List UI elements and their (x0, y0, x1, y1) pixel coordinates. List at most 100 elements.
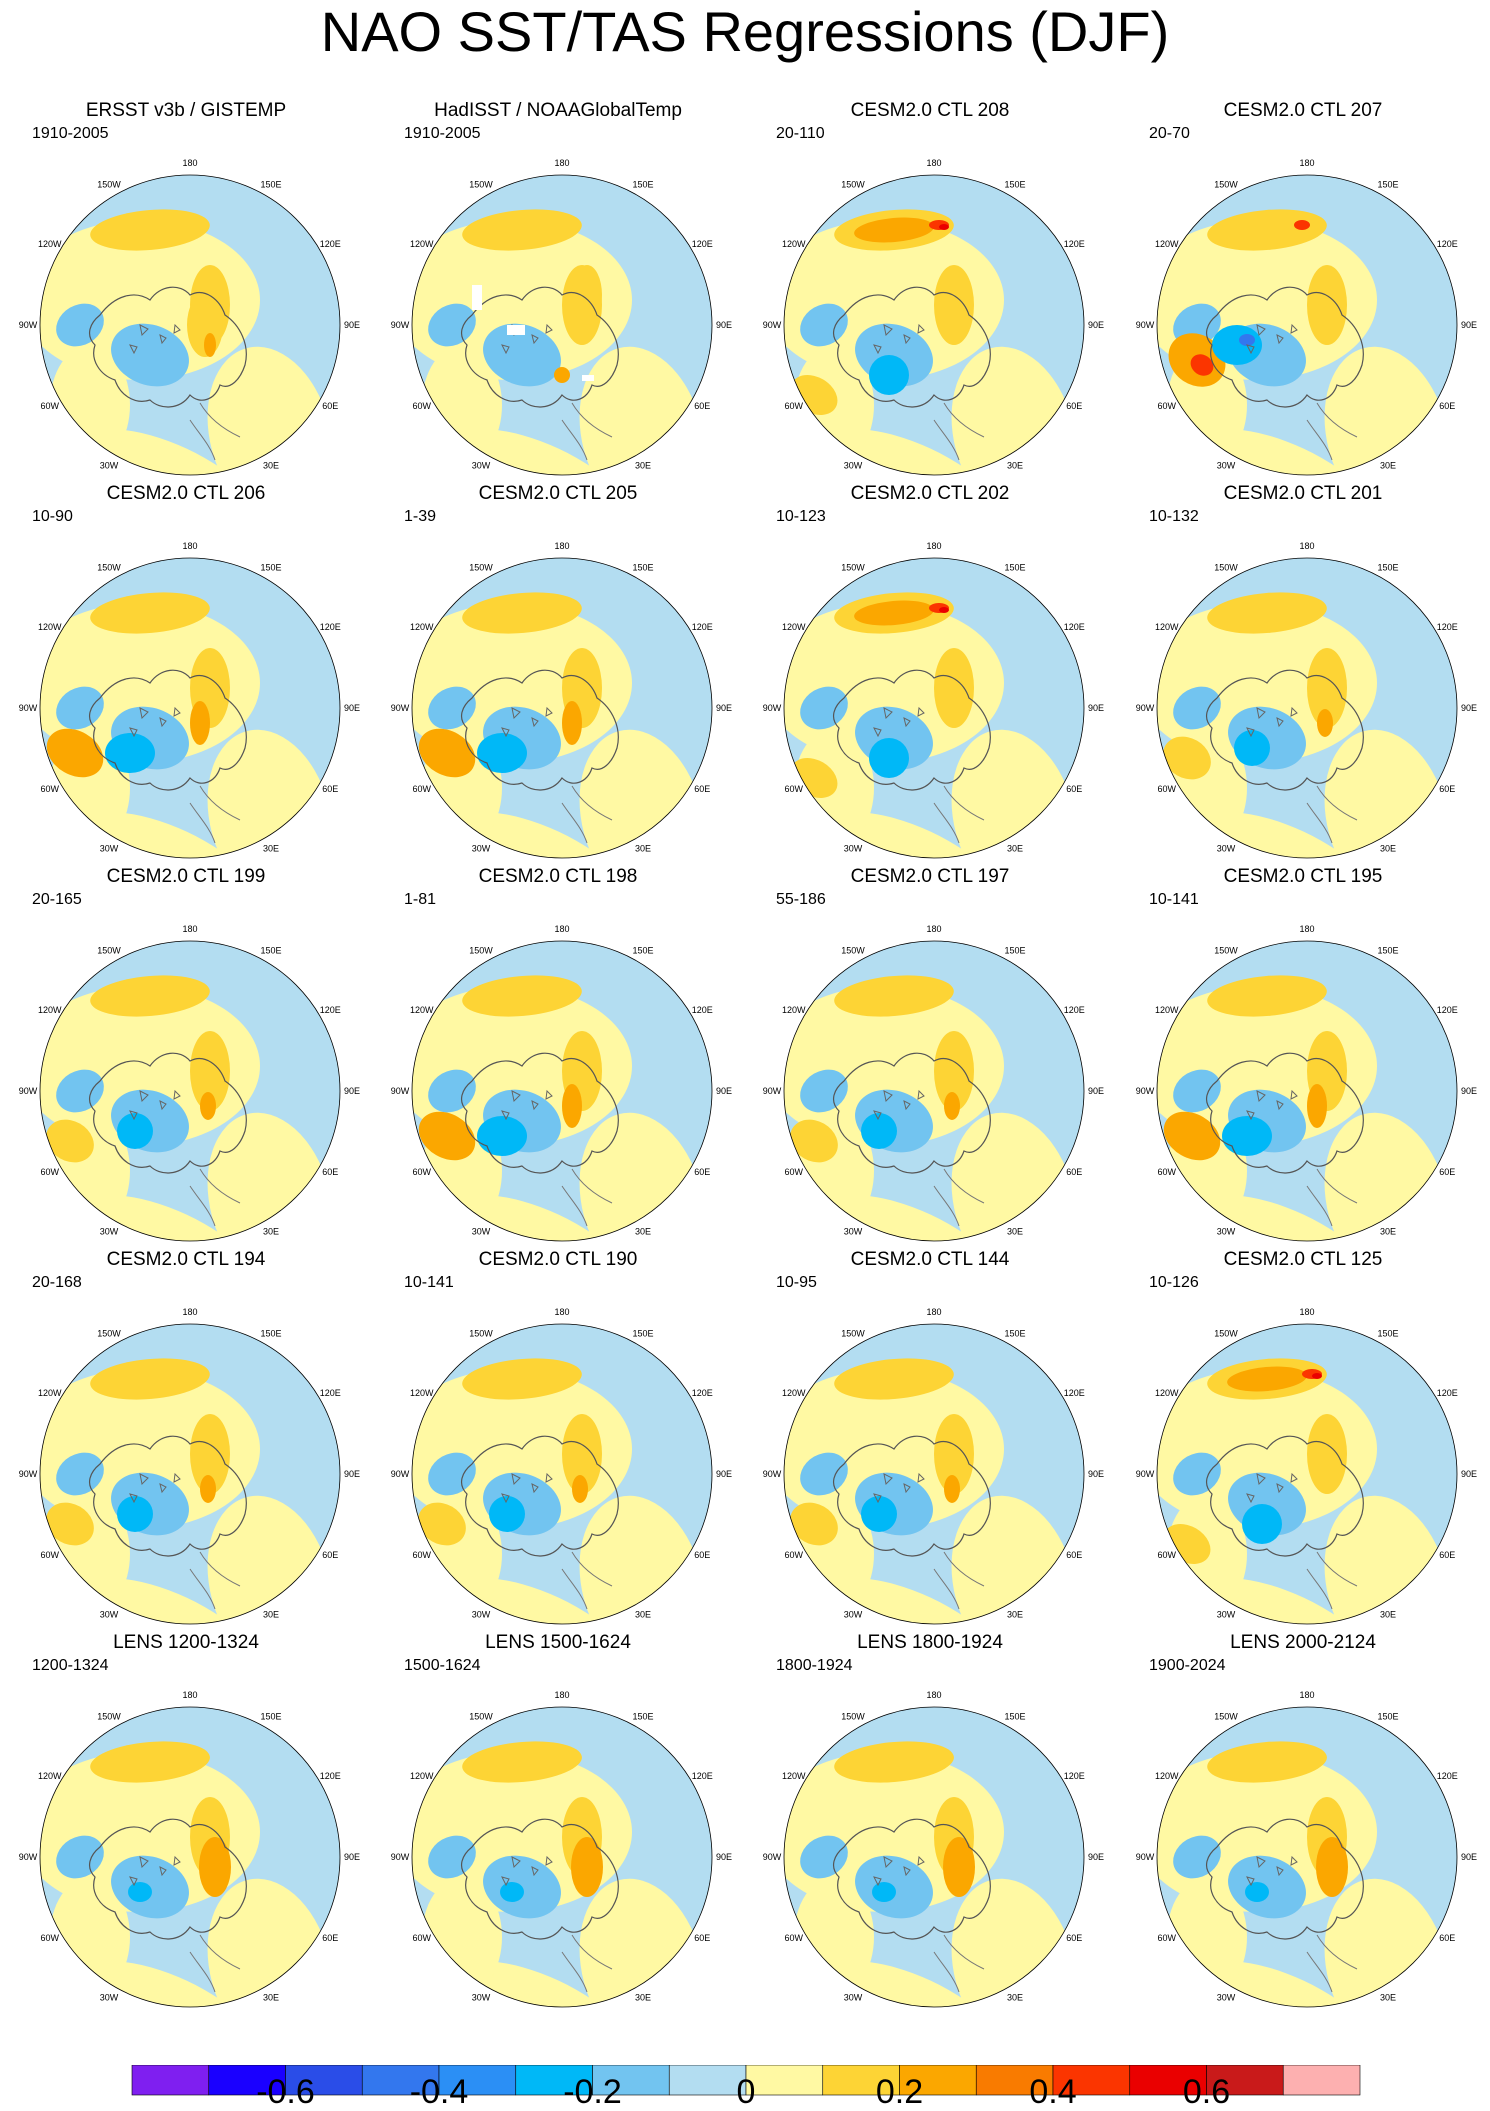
longitude-label: 30E (1380, 1992, 1396, 2002)
field-anomaly-patch (1173, 1069, 1221, 1113)
colorbar-swatch (515, 2065, 593, 2096)
field-anomaly-patch (90, 592, 210, 634)
colorbar-swatch (1052, 2065, 1131, 2096)
coastline (832, 1052, 991, 1174)
longitude-label: 60W (412, 1933, 431, 1943)
colorbar-swatch (1282, 2065, 1361, 2096)
longitude-label: 120E (320, 1388, 341, 1398)
colorbar-tick-label: 0.4 (1029, 2073, 1077, 2111)
longitude-label: 90W (19, 1086, 38, 1096)
coastline-islands (129, 706, 181, 738)
coastline (460, 1052, 619, 1174)
field-anomaly-patch (428, 686, 476, 730)
field-anomaly-patch (1324, 1878, 1450, 2007)
field-anomaly-patch (579, 346, 705, 475)
longitude-label: 120W (1155, 1388, 1179, 1398)
longitude-label: 30E (263, 1226, 279, 1236)
coastline (933, 402, 985, 461)
longitude-label: 0 (187, 1631, 192, 1632)
map-boundary (1156, 557, 1458, 859)
coastline (832, 1435, 991, 1557)
panel-title: CESM2.0 CTL 195 (1223, 866, 1383, 887)
longitude-label: 30E (635, 1226, 651, 1236)
field-anomaly-patch (1194, 812, 1380, 858)
field-anomaly-patch (854, 217, 934, 243)
field-anomaly-patch (821, 812, 1007, 858)
longitude-label: 150W (841, 180, 865, 190)
map-field: 180 150E 120E 90E 60E 30E 0 30W 60W 90W 120W 150W (1136, 158, 1477, 483)
longitude-label: 90E (1461, 1469, 1477, 1479)
longitude-label: 0 (187, 2014, 192, 2015)
field-anomaly-patch (579, 729, 705, 858)
coastline-islands (873, 323, 925, 355)
longitude-label: 60E (694, 1933, 710, 1943)
map-field: 180 150E 120E 90E 60E 30E 0 30W 60W 90W 120W 150W (1136, 541, 1477, 866)
longitude-label: 60W (784, 401, 803, 411)
longitude-label: 30W (100, 843, 119, 853)
colorbar-swatch (668, 2065, 747, 2096)
longitude-label: 0 (931, 1631, 936, 1632)
field-anomaly-patch (480, 1236, 524, 1241)
longitude-label: 150E (632, 946, 653, 956)
longitude-label: 0 (1304, 2014, 1309, 2015)
map-boundary (39, 1323, 341, 1625)
field-anomaly-patch (1317, 709, 1333, 737)
longitude-label: 60E (1066, 1550, 1082, 1560)
field-anomaly-patch (821, 1195, 1007, 1241)
field-anomaly-patch (934, 648, 974, 728)
longitude-label: 150E (632, 1329, 653, 1339)
longitude-label: 60W (784, 784, 803, 794)
longitude-label: 90W (391, 320, 410, 330)
longitude-label: 150W (1214, 1712, 1238, 1722)
field-anomaly-patch (1324, 1495, 1450, 1624)
longitude-label: 60E (1439, 1167, 1455, 1177)
field-anomaly-patch (472, 1743, 582, 1781)
map-panel-grid: 180 150E 120E 90E 60E 30E 0 30W 60W 90W 120W 150W ER… (19, 100, 1477, 2015)
longitude-label: 150W (97, 1712, 121, 1722)
map-field: 180 150E 120E 90E 60E 30E 0 30W 60W 90W 120W 150W (1136, 1307, 1477, 1632)
field-anomaly-patch (449, 1961, 635, 2007)
field-anomaly-patch (117, 1113, 153, 1149)
longitude-label: 150W (1214, 946, 1238, 956)
panel-years: 1910-2005 (32, 125, 109, 142)
longitude-label: 30E (263, 460, 279, 470)
field-anomaly-patch (579, 1878, 705, 2007)
longitude-label: 150E (260, 1712, 281, 1722)
coastline (933, 1934, 985, 1993)
panel-title: LENS 1200-1324 (113, 1632, 259, 1653)
longitude-label: 60W (40, 401, 59, 411)
longitude-label: 120W (410, 1771, 434, 1781)
coastline-islands (873, 1855, 925, 1887)
longitude-label: 0 (187, 482, 192, 483)
longitude-label: 150W (1214, 563, 1238, 573)
longitude-label: 60W (1157, 784, 1176, 794)
longitude-label: 180 (554, 1690, 569, 1700)
polar-map: 180 150E 120E 90E 60E 30E 0 30W 60W 90W 120W 150W (1136, 1307, 1477, 1632)
polar-map: 180 150E 120E 90E 60E 30E 0 30W 60W 90W 120W 150W (1136, 541, 1477, 866)
longitude-label: 150E (260, 946, 281, 956)
longitude-label: 30W (100, 1992, 119, 2002)
field-anomaly-patch (1324, 1112, 1450, 1241)
longitude-label: 120W (38, 1005, 62, 1015)
field-anomaly-patch (821, 429, 1007, 475)
colorbar-tick-label: -0.6 (256, 2073, 315, 2111)
field-anomaly-patch (428, 1835, 476, 1879)
polar-map: 180 150E 120E 90E 60E 30E 0 30W 60W 90W 120W 150W (763, 158, 1104, 483)
coastline-islands (873, 1472, 925, 1504)
field-anomaly-patch (500, 1882, 524, 1902)
longitude-label: 90W (1136, 1086, 1155, 1096)
longitude-label: 90E (716, 1852, 732, 1862)
longitude-label: 150E (260, 1329, 281, 1339)
longitude-label: 0 (1304, 1631, 1309, 1632)
longitude-label: 120E (692, 622, 713, 632)
longitude-label: 30E (635, 843, 651, 853)
coastline (88, 286, 247, 408)
longitude-label: 30W (1217, 1609, 1236, 1619)
field-anomaly-patch (1173, 686, 1221, 730)
longitude-label: 90W (1136, 1852, 1155, 1862)
field-anomaly-patch (449, 1578, 635, 1624)
field-anomaly-patch (90, 1358, 210, 1400)
longitude-label: 90E (1088, 320, 1104, 330)
longitude-label: 90E (344, 703, 360, 713)
longitude-label: 90W (391, 703, 410, 713)
